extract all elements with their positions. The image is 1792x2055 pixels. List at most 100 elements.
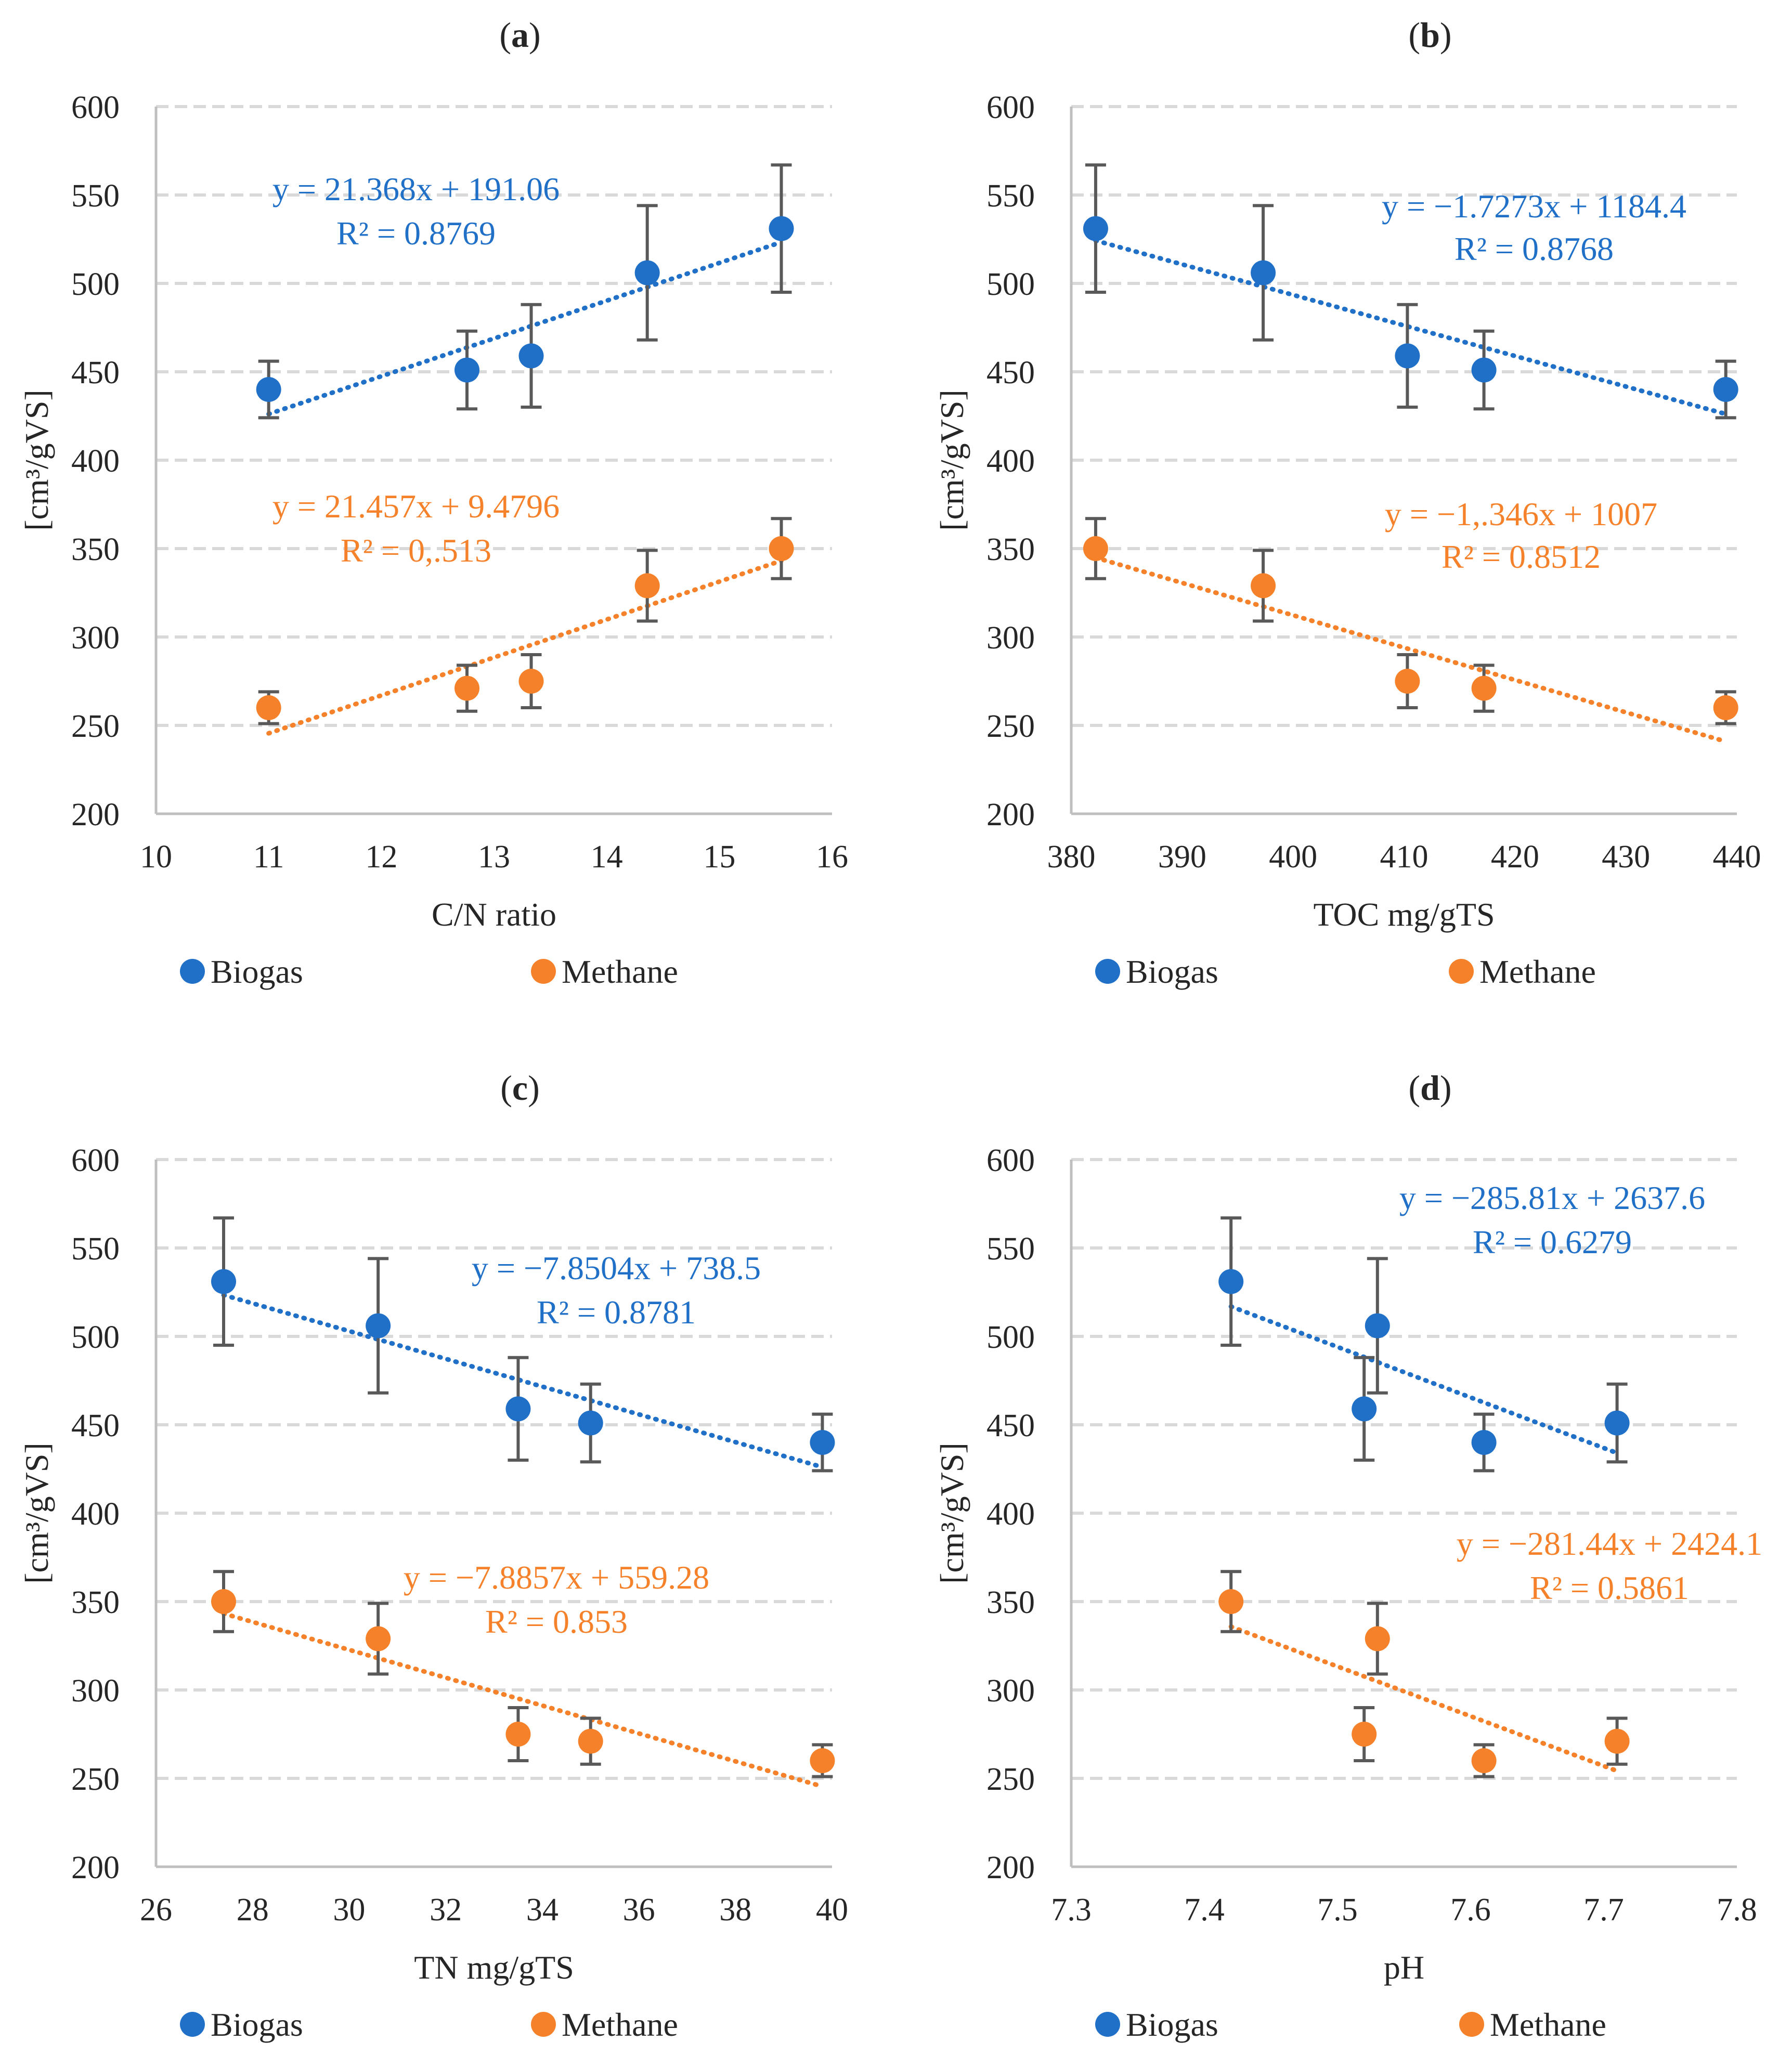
panel-d: (d) 200 250 300 350 400 450 500 550 600 7.3 7.4 7.5 7… xyxy=(933,1068,1762,2043)
data-point-biogas xyxy=(455,357,479,383)
data-point-biogas xyxy=(1713,377,1738,402)
x-tick-label: 7.7 xyxy=(1583,1892,1624,1928)
series-methane: y = 21.457x + 9.4796 R² = 0,.513 xyxy=(256,488,794,736)
y-tick-label: 500 xyxy=(986,1320,1035,1355)
x-tick-label: 380 xyxy=(1047,839,1096,875)
trend-equation: y = 21.457x + 9.4796 xyxy=(272,488,560,525)
y-axis-title: [cm³/gVS] xyxy=(933,1442,970,1584)
data-point-methane xyxy=(505,1722,531,1747)
trendline-biogas xyxy=(266,240,784,417)
data-point-biogas xyxy=(634,260,660,285)
data-point-biogas xyxy=(1471,357,1497,383)
y-tick-label: 350 xyxy=(71,1585,120,1620)
legend-marker-methane xyxy=(1459,2012,1484,2037)
x-tick-label: 28 xyxy=(237,1892,269,1928)
data-point-biogas xyxy=(1365,1313,1390,1338)
x-tick-label: 26 xyxy=(140,1892,172,1928)
y-tick-label: 450 xyxy=(986,1408,1035,1443)
trend-equation: y = −281.44x + 2424.1 xyxy=(1457,1525,1762,1562)
data-point-methane xyxy=(1713,695,1738,720)
legend-label-methane: Methane xyxy=(1490,2006,1606,2043)
x-tick-label: 430 xyxy=(1602,839,1650,875)
y-tick-label: 200 xyxy=(71,1850,120,1885)
x-tick-label: 16 xyxy=(816,839,848,875)
x-tick-label: 420 xyxy=(1491,839,1539,875)
data-point-biogas xyxy=(505,1396,531,1422)
y-tick-label: 500 xyxy=(71,267,120,302)
r-squared: R² = 0.8768 xyxy=(1455,230,1614,267)
r-squared: R² = 0.853 xyxy=(485,1603,628,1640)
x-tick-label: 12 xyxy=(365,839,397,875)
legend-label-methane: Methane xyxy=(1479,953,1596,990)
data-point-methane xyxy=(1471,1748,1497,1773)
data-point-biogas xyxy=(256,377,281,402)
r-squared: R² = 0.5861 xyxy=(1530,1569,1689,1606)
x-tick-label: 13 xyxy=(478,839,510,875)
x-tick-label: 30 xyxy=(333,1892,365,1928)
y-tick-label: 350 xyxy=(986,532,1035,567)
y-axis-title: [cm³/gVS] xyxy=(933,389,970,531)
y-tick-label: 250 xyxy=(986,1762,1035,1797)
x-axis-title: TN mg/gTS xyxy=(414,1949,574,1986)
legend-marker-biogas xyxy=(1095,959,1120,984)
y-tick-label: 400 xyxy=(986,444,1035,479)
x-tick-label: 14 xyxy=(591,839,623,875)
trendline-methane xyxy=(1093,555,1729,744)
data-point-methane xyxy=(1083,536,1108,561)
data-point-biogas xyxy=(1604,1410,1630,1436)
y-tick-label: 300 xyxy=(71,1673,120,1709)
x-tick-label: 390 xyxy=(1158,839,1206,875)
legend-marker-methane xyxy=(531,959,556,984)
x-axis-title: TOC mg/gTS xyxy=(1313,896,1495,933)
panel-label: (a) xyxy=(499,15,540,55)
panel-a: (a) 200 250 300 350 400 450 500 550 600 10 11 12 13 14… xyxy=(18,15,848,990)
x-tick-label: 7.5 xyxy=(1317,1892,1358,1928)
x-tick-label: 7.4 xyxy=(1184,1892,1225,1928)
legend-label-biogas: Biogas xyxy=(1126,953,1218,990)
r-squared: R² = 0,.513 xyxy=(341,532,491,569)
y-tick-label: 200 xyxy=(986,1850,1035,1885)
y-tick-label: 600 xyxy=(986,90,1035,125)
r-squared: R² = 0.8512 xyxy=(1442,538,1601,575)
trendline-methane xyxy=(1228,1624,1620,1774)
panel-label: (c) xyxy=(500,1068,540,1108)
trend-equation: y = −7.8857x + 559.28 xyxy=(404,1559,709,1596)
legend-marker-methane xyxy=(531,2012,556,2037)
r-squared: R² = 0.8769 xyxy=(336,215,496,252)
panel-label: (b) xyxy=(1408,15,1451,55)
y-tick-label: 550 xyxy=(71,178,120,214)
y-tick-label: 200 xyxy=(71,797,120,833)
x-tick-label: 440 xyxy=(1713,839,1761,875)
y-tick-label: 450 xyxy=(71,355,120,391)
data-point-methane xyxy=(769,536,794,561)
r-squared: R² = 0.6279 xyxy=(1473,1224,1632,1260)
data-point-methane xyxy=(518,669,544,694)
data-point-methane xyxy=(634,573,660,599)
data-point-methane xyxy=(1365,1626,1390,1651)
y-axis-title: [cm³/gVS] xyxy=(18,1442,55,1584)
legend-label-biogas: Biogas xyxy=(211,2006,303,2043)
x-tick-label: 10 xyxy=(140,839,172,875)
series-methane: y = −1,.346x + 1007 R² = 0.8512 xyxy=(1083,496,1738,744)
data-point-biogas xyxy=(1471,1430,1497,1455)
data-point-methane xyxy=(1218,1589,1244,1614)
x-tick-label: 410 xyxy=(1380,839,1429,875)
y-tick-label: 600 xyxy=(71,90,120,125)
data-point-methane xyxy=(1604,1728,1630,1754)
data-point-biogas xyxy=(810,1430,835,1455)
x-tick-label: 40 xyxy=(816,1892,848,1928)
data-point-methane xyxy=(455,675,479,701)
data-point-biogas xyxy=(1352,1396,1377,1422)
data-point-methane xyxy=(256,695,281,720)
data-point-methane xyxy=(578,1728,603,1754)
y-tick-label: 450 xyxy=(986,355,1035,391)
trend-equation: y = −285.81x + 2637.6 xyxy=(1399,1179,1705,1216)
data-point-methane xyxy=(1395,669,1420,694)
y-tick-label: 550 xyxy=(986,178,1035,214)
x-tick-label: 15 xyxy=(703,839,735,875)
y-tick-label: 250 xyxy=(71,709,120,744)
data-point-biogas xyxy=(366,1313,391,1338)
series-biogas: y = −285.81x + 2637.6 R² = 0.6279 xyxy=(1218,1179,1705,1473)
